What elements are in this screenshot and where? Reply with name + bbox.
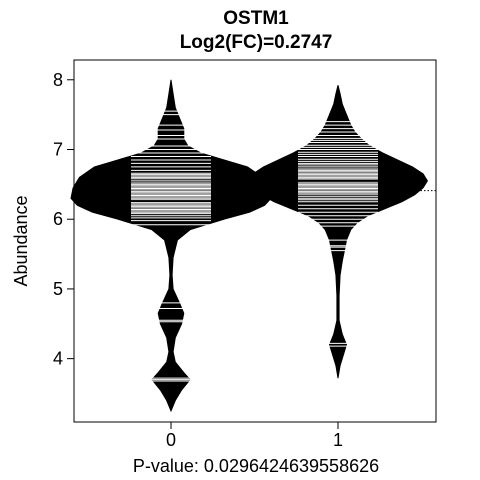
y-tick-label: 4 — [53, 349, 63, 369]
bean-1 — [248, 85, 428, 379]
bean-density-0 — [70, 79, 272, 413]
y-tick-label: 7 — [53, 139, 63, 159]
y-tick-label: 5 — [53, 279, 63, 299]
chart-subtitle: Log2(FC)=0.2747 — [180, 32, 333, 53]
y-axis: 4 5 6 7 8 — [53, 70, 74, 369]
bean-0 — [70, 79, 272, 413]
beans-layer — [70, 79, 436, 413]
x-tick-label: 1 — [333, 430, 343, 450]
bean-density-1 — [248, 85, 428, 379]
y-axis-label: Abundance — [11, 195, 31, 286]
y-tick-label: 6 — [53, 209, 63, 229]
plot-frame — [73, 59, 437, 423]
x-tick-label: 0 — [166, 430, 176, 450]
y-tick-label: 8 — [53, 70, 63, 90]
chart-title: OSTM1 — [223, 8, 289, 29]
x-axis-label: P-value: 0.0296424639558626 — [133, 456, 379, 476]
